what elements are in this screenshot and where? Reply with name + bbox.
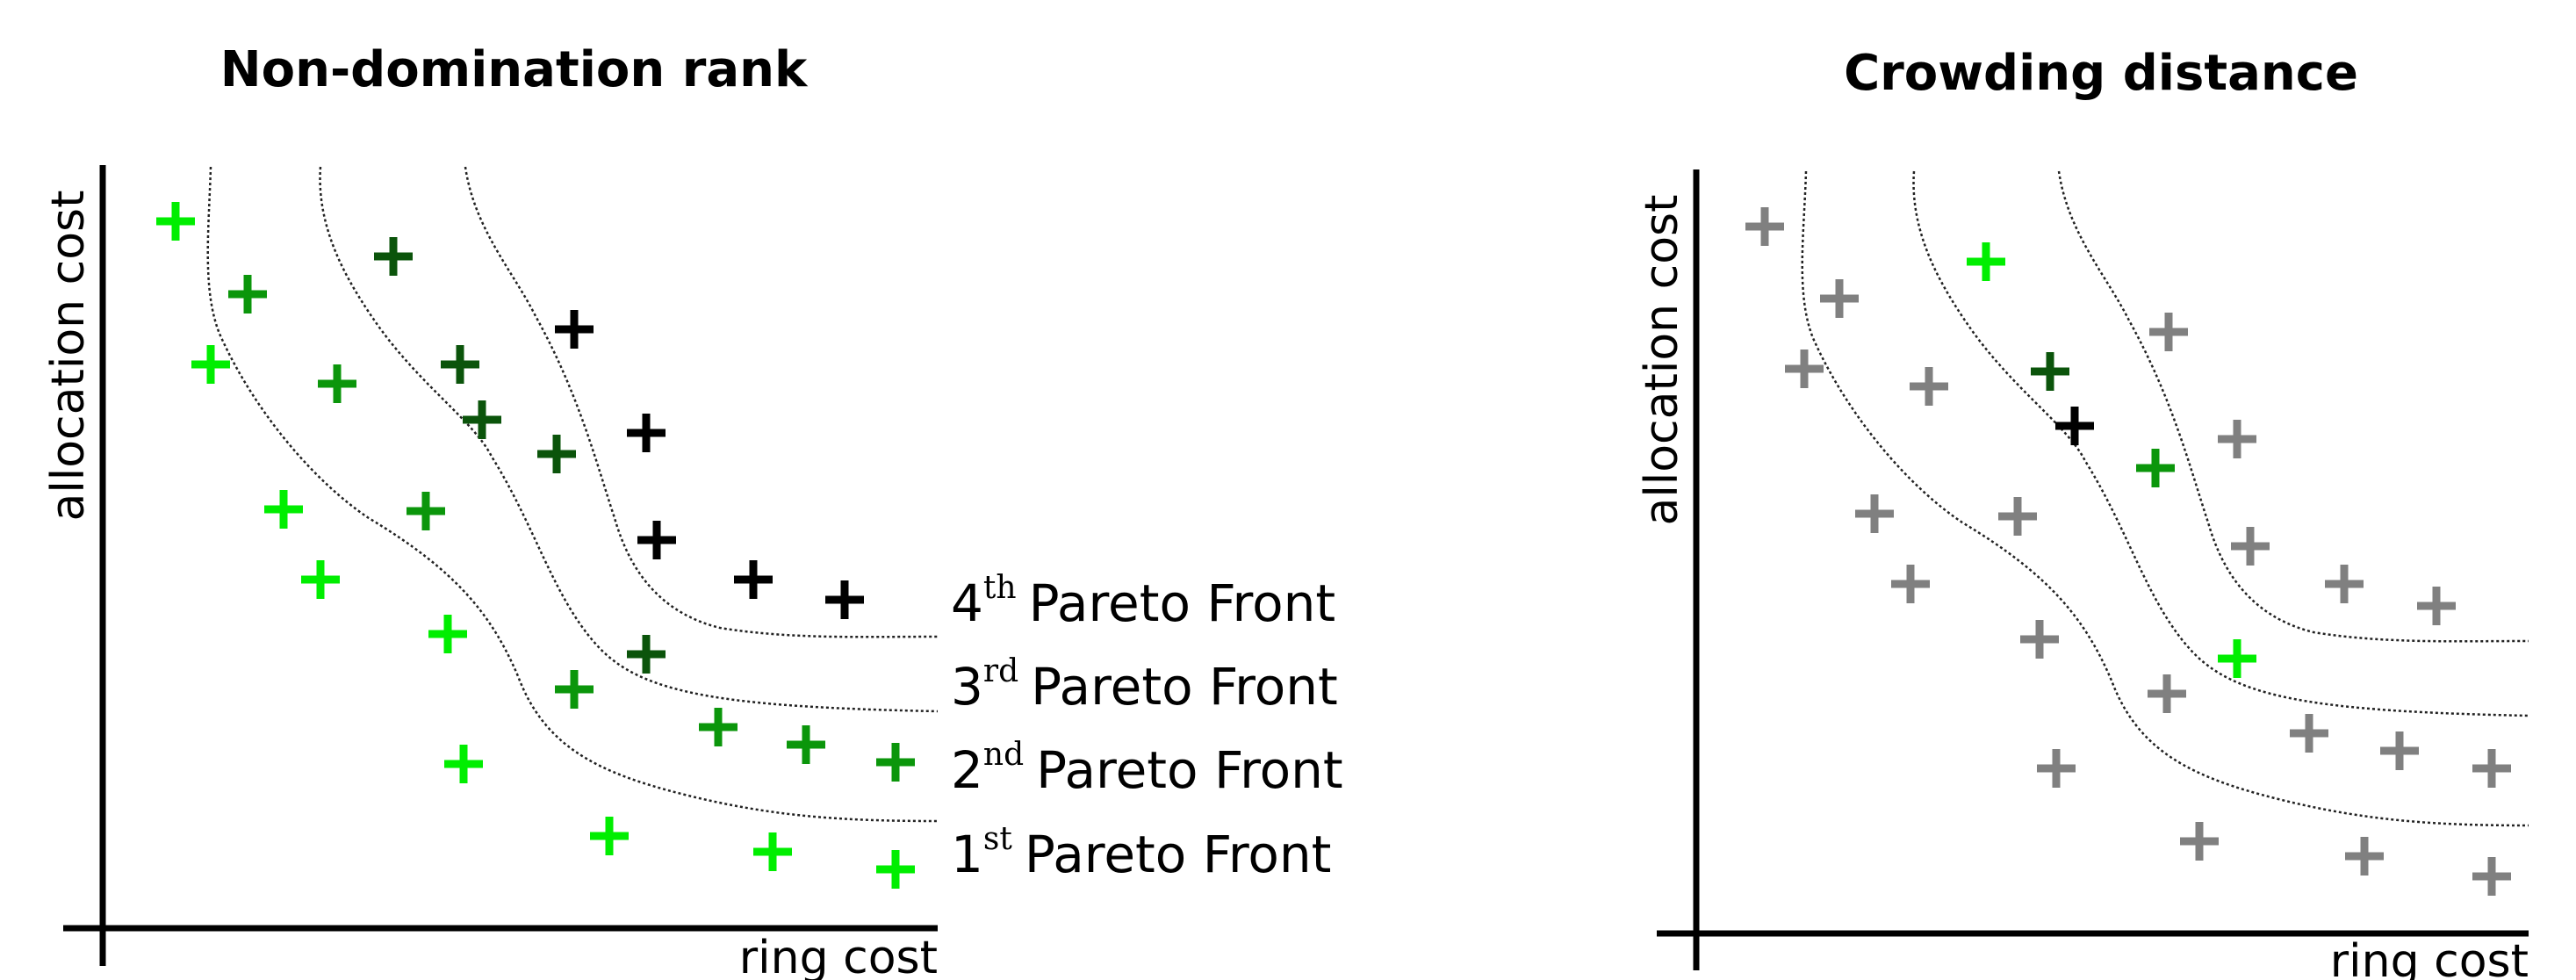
gray-plus-marker-icon	[2231, 527, 2270, 566]
gray-plus-marker-icon	[2149, 313, 2188, 351]
rank4-plus-marker-icon	[555, 310, 594, 349]
rank2-plus-marker-icon	[555, 670, 594, 709]
rank2-plus-marker-icon	[407, 492, 445, 530]
rank2-plus-marker-icon	[2136, 449, 2175, 487]
right-front-boundary-1	[1801, 170, 2529, 827]
right-front-boundary-3	[2057, 170, 2529, 643]
right-markers	[1745, 207, 2511, 896]
rank1-plus-marker-icon	[876, 850, 915, 889]
gray-plus-marker-icon	[1910, 367, 1948, 406]
left-markers	[156, 202, 915, 889]
rank3-plus-marker-icon	[374, 237, 413, 276]
rank4-plus-marker-icon	[637, 521, 676, 559]
rank2-plus-marker-icon	[787, 725, 825, 764]
left-panel-title: Non-domination rank	[220, 41, 809, 98]
rank1-plus-marker-icon	[2218, 639, 2256, 678]
right-y-axis-label: allocation cost	[1636, 194, 1688, 525]
left-y-axis-label: allocation cost	[42, 190, 95, 521]
gray-plus-marker-icon	[1891, 565, 1930, 603]
gray-plus-marker-icon	[1820, 279, 1859, 318]
right-x-axis-label: ring cost	[2330, 935, 2529, 980]
rank2-plus-marker-icon	[876, 743, 915, 782]
gray-plus-marker-icon	[2345, 837, 2384, 876]
rank1-plus-marker-icon	[301, 560, 340, 599]
gray-plus-marker-icon	[2020, 620, 2059, 659]
gray-plus-marker-icon	[2472, 857, 2511, 896]
rank2-plus-marker-icon	[318, 364, 356, 403]
front-boundary-2	[319, 166, 939, 713]
gray-plus-marker-icon	[2417, 587, 2456, 625]
rank1-plus-marker-icon	[590, 817, 629, 855]
gray-plus-marker-icon	[2037, 749, 2076, 788]
rank2-plus-marker-icon	[699, 708, 738, 746]
front-label-4: 4th Pareto Front	[951, 570, 1335, 633]
rank3-plus-marker-icon	[627, 635, 666, 674]
rank4-plus-marker-icon	[2055, 407, 2094, 445]
front-boundary-1	[206, 166, 939, 823]
rank4-plus-marker-icon	[825, 580, 864, 619]
left-panel: Non-domination rank allocation cost ring…	[42, 41, 1343, 980]
gray-plus-marker-icon	[1855, 494, 1894, 533]
rank3-plus-marker-icon	[2031, 352, 2069, 391]
gray-plus-marker-icon	[2180, 822, 2219, 861]
gray-plus-marker-icon	[1785, 349, 1824, 388]
front-boundary-3	[464, 166, 939, 638]
rank1-plus-marker-icon	[156, 202, 195, 241]
rank1-plus-marker-icon	[428, 615, 467, 653]
rank4-plus-marker-icon	[627, 414, 666, 452]
front-label-1: 1st Pareto Front	[951, 821, 1331, 884]
rank1-plus-marker-icon	[264, 490, 303, 529]
rank3-plus-marker-icon	[463, 400, 501, 439]
right-front-boundary-2	[1912, 170, 2529, 717]
rank3-plus-marker-icon	[441, 345, 479, 384]
rank4-plus-marker-icon	[734, 560, 773, 599]
rank1-plus-marker-icon	[1967, 242, 2005, 281]
gray-plus-marker-icon	[2218, 420, 2256, 458]
rank1-plus-marker-icon	[444, 745, 483, 783]
rank1-plus-marker-icon	[753, 832, 792, 871]
gray-plus-marker-icon	[2472, 749, 2511, 788]
rank2-plus-marker-icon	[228, 275, 267, 313]
gray-plus-marker-icon	[1745, 207, 1784, 246]
gray-plus-marker-icon	[2290, 714, 2328, 753]
right-panel: Crowding distance allocation cost ring c…	[1636, 45, 2529, 980]
front-label-2: 2nd Pareto Front	[951, 737, 1343, 800]
rank1-plus-marker-icon	[191, 345, 230, 384]
rank3-plus-marker-icon	[537, 435, 576, 473]
gray-plus-marker-icon	[2325, 565, 2364, 603]
gray-plus-marker-icon	[2148, 674, 2186, 713]
left-x-axis-label: ring cost	[739, 932, 938, 980]
gray-plus-marker-icon	[1998, 497, 2037, 536]
front-label-3: 3rd Pareto Front	[951, 653, 1338, 717]
gray-plus-marker-icon	[2380, 731, 2419, 770]
right-panel-title: Crowding distance	[1844, 45, 2358, 102]
